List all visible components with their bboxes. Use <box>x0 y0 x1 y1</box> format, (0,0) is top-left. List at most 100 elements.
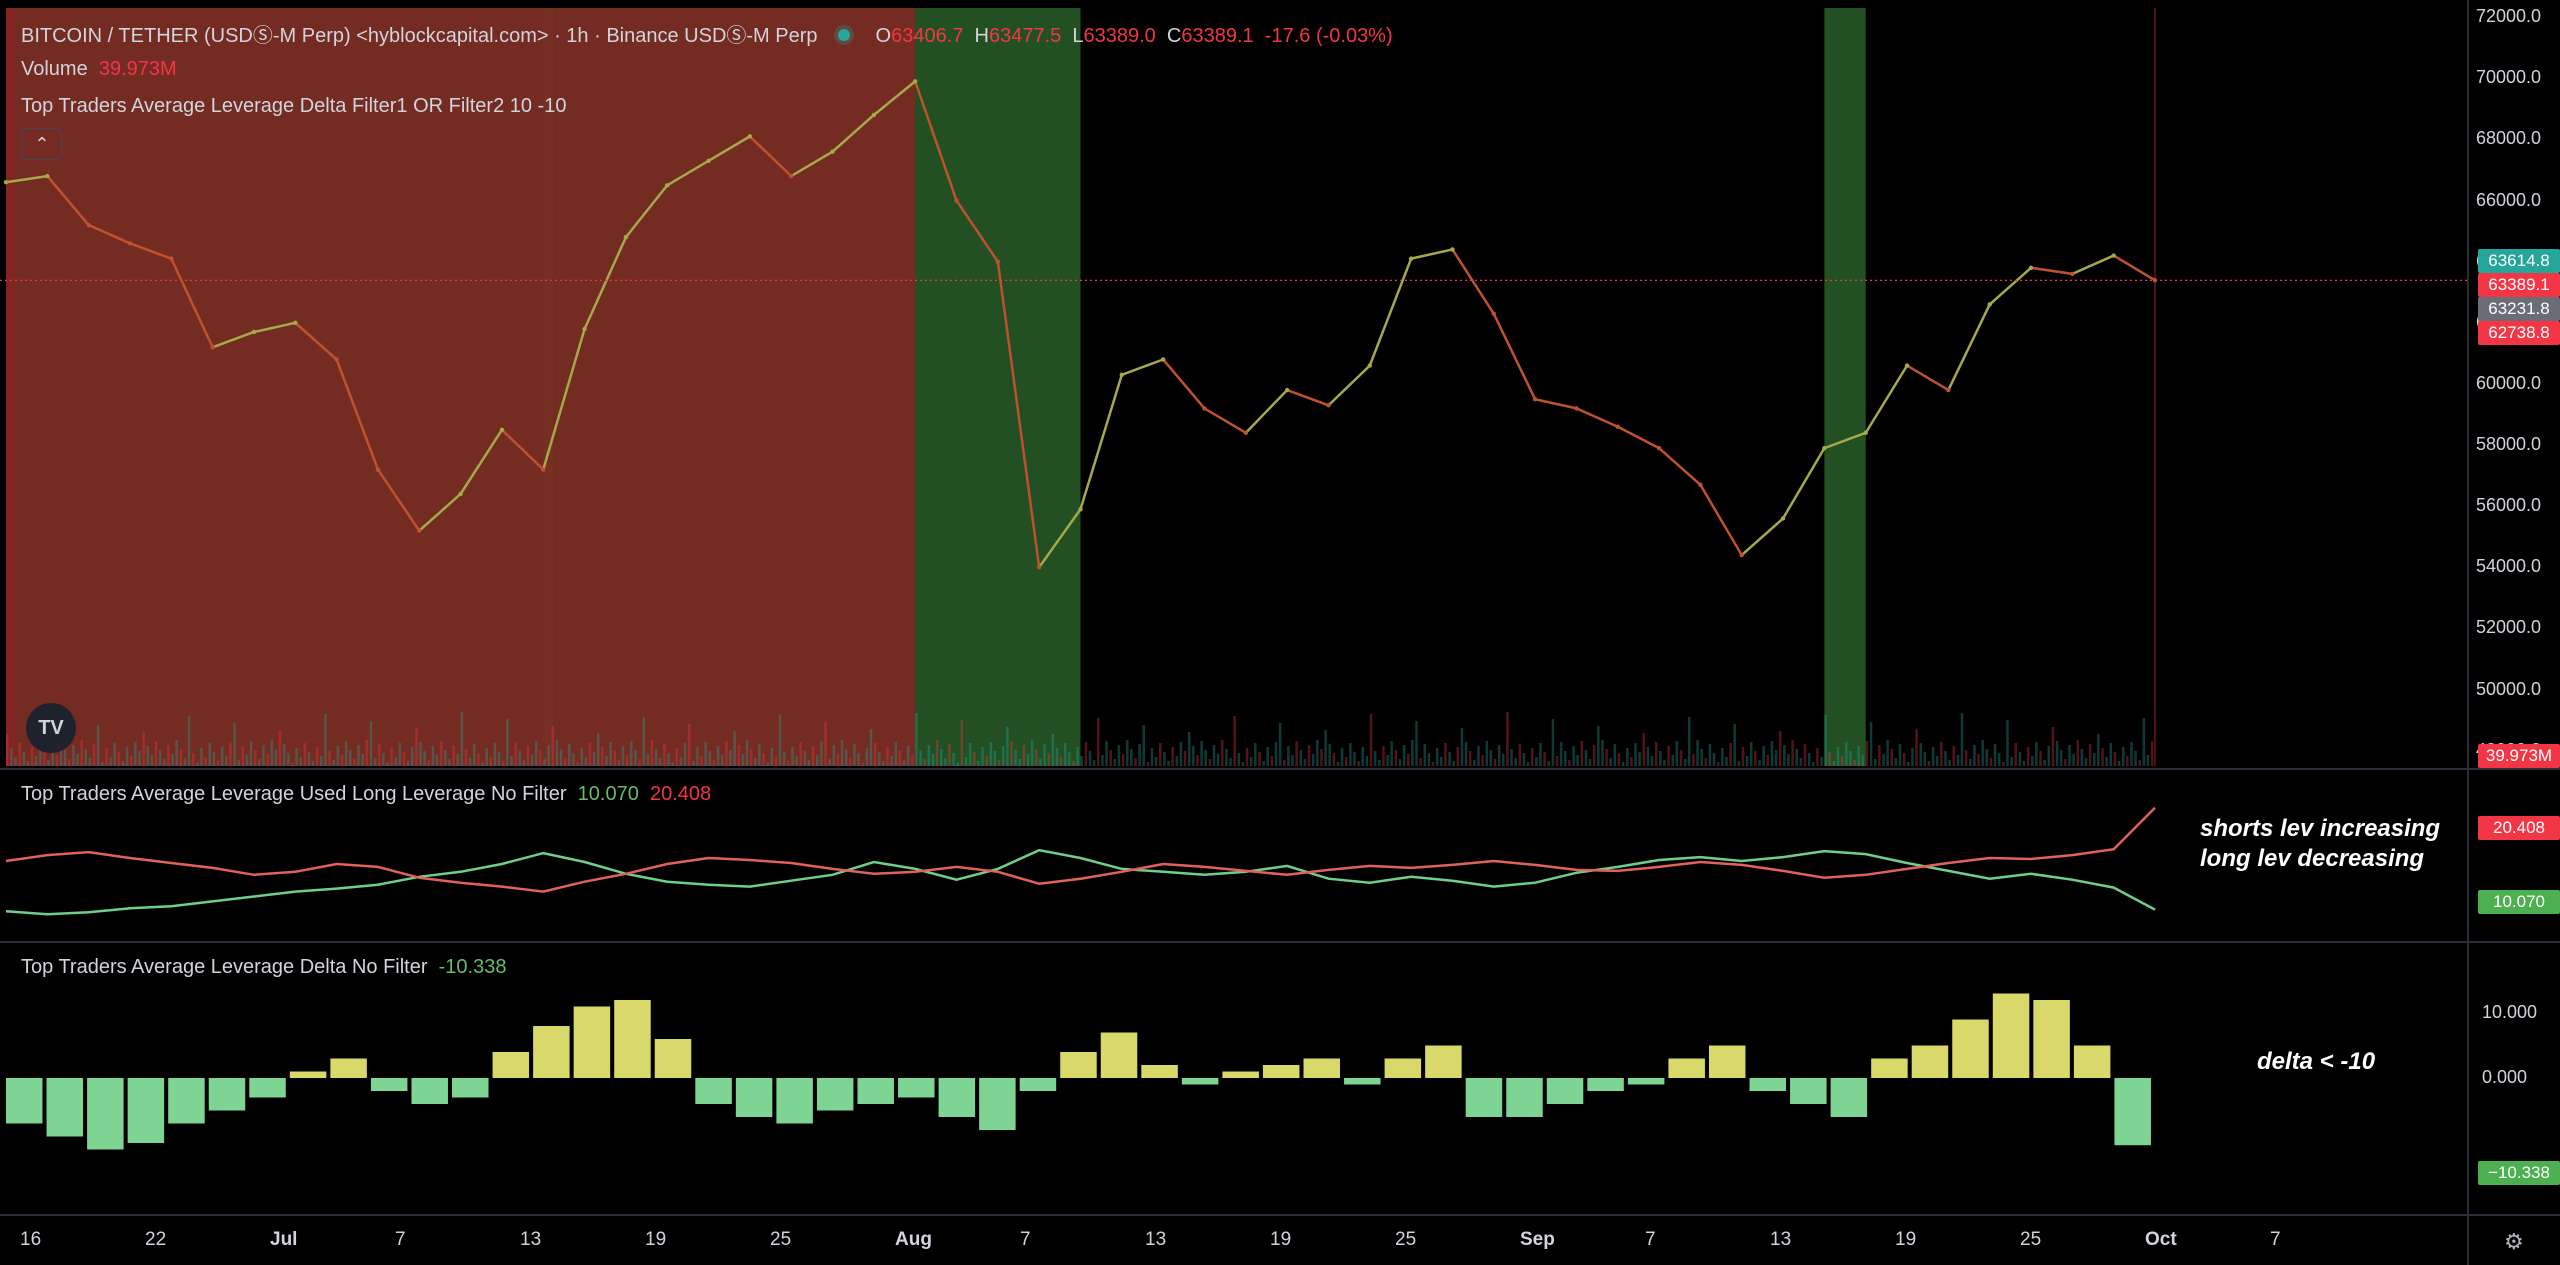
time-tick-label: 25 <box>770 1229 792 1250</box>
volume-bar <box>96 725 100 766</box>
delta-bar <box>1384 1058 1422 1078</box>
time-tick-label: 16 <box>20 1229 42 1250</box>
volume-bar <box>1758 760 1761 766</box>
price-segment <box>1906 364 1950 392</box>
volume-bar <box>72 745 75 766</box>
delta-bar <box>1871 1058 1908 1078</box>
volume-bar <box>1774 750 1778 766</box>
volume-bar <box>361 754 364 766</box>
volume-bar <box>2022 761 2026 766</box>
price-point <box>1574 406 1579 411</box>
volume-bar <box>1989 758 1993 766</box>
volume-bar <box>501 761 505 766</box>
volume-bar <box>2101 748 2104 766</box>
volume-bar <box>1035 749 1038 766</box>
volume-bar <box>472 744 476 766</box>
volume-bar <box>989 742 993 766</box>
price-point <box>1326 403 1331 408</box>
price-point <box>582 326 587 332</box>
delta-bar <box>6 1078 43 1124</box>
volume-bar <box>1861 755 1865 766</box>
leverage-legend[interactable]: Top Traders Average Leverage Used Long L… <box>21 783 711 806</box>
delta-bar <box>695 1078 732 1104</box>
price-point <box>2111 253 2116 258</box>
price-point <box>747 134 753 139</box>
delta-bar <box>452 1078 489 1098</box>
price-segment <box>707 135 751 162</box>
price-segment <box>1410 248 1453 260</box>
volume-bar <box>241 746 245 766</box>
delta-bar <box>1100 1032 1138 1078</box>
time-tick-label: 13 <box>520 1229 542 1250</box>
volume-bar <box>968 743 972 766</box>
volume-bar <box>489 757 493 766</box>
price-segment <box>1699 484 1743 556</box>
volume-bar <box>1865 741 1869 766</box>
volume-bar <box>423 751 426 766</box>
price-point <box>623 235 629 240</box>
delta-bar <box>1506 1078 1543 1117</box>
settings-gear-icon[interactable]: ⚙ <box>2504 1229 2524 1254</box>
volume-bar <box>282 744 286 766</box>
volume-bar <box>1142 725 1145 766</box>
price-point <box>1904 363 1910 368</box>
volume-bar <box>14 757 17 766</box>
price-point <box>210 345 215 350</box>
price-point <box>706 158 711 164</box>
volume-bar <box>1237 753 1241 766</box>
delta-tick-label: 10.000 <box>2482 1002 2538 1022</box>
volume-bar <box>1059 757 1063 766</box>
volume-bar <box>1113 759 1117 766</box>
volume-bar <box>1725 757 1728 766</box>
collapse-legend-button[interactable]: ⌃ <box>22 128 62 160</box>
volume-bar <box>890 756 893 766</box>
volume-bar <box>1109 750 1112 766</box>
price-point <box>127 241 133 246</box>
volume-bar <box>1105 741 1108 766</box>
volume-bar <box>1853 760 1856 766</box>
volume-bar <box>939 749 943 766</box>
price-point <box>1532 397 1538 402</box>
delta-tick-label: 0.000 <box>2482 1067 2528 1087</box>
volume-bar <box>34 756 38 766</box>
volume-bar <box>1745 756 1749 766</box>
price-tick-label: 72000.0 <box>2476 6 2542 27</box>
price-tag-low: 62738.8 <box>2478 321 2560 345</box>
price-segment <box>294 321 338 361</box>
volume-bar <box>861 762 864 766</box>
volume-bar <box>1493 759 1497 766</box>
tradingview-logo[interactable]: TV <box>26 703 76 753</box>
volume-bar <box>634 750 637 766</box>
volume-bar <box>2068 745 2071 766</box>
volume-bar <box>485 748 488 766</box>
volume-bar <box>2026 747 2030 766</box>
volume-bar <box>911 755 914 766</box>
volume-bar <box>1154 757 1158 766</box>
volume-bar <box>1766 755 1770 766</box>
volume-bar <box>1568 760 1571 766</box>
delta-legend[interactable]: Top Traders Average Leverage Delta No Fi… <box>21 956 506 979</box>
volume-bar <box>679 757 683 766</box>
volume-bar <box>658 758 662 766</box>
volume-bar <box>1588 759 1592 766</box>
volume-bar <box>1055 748 1059 766</box>
price-point <box>1243 430 1249 436</box>
volume-bar <box>1514 758 1517 766</box>
volume-bar <box>1072 761 1075 766</box>
volume-bar <box>1233 716 1236 766</box>
volume-bar <box>811 746 815 766</box>
volume-bar <box>1671 755 1674 766</box>
volume-bar <box>2055 741 2059 766</box>
volume-bar <box>258 759 261 766</box>
volume-legend[interactable]: Volume 39.973M <box>21 58 177 81</box>
volume-bar <box>245 755 249 766</box>
volume-bar <box>1241 762 1245 766</box>
volume-bar <box>1278 723 1282 766</box>
volume-bar <box>960 720 964 766</box>
delta-bar <box>938 1078 976 1117</box>
volume-bar <box>1353 752 1356 766</box>
volume-bar <box>1299 750 1303 766</box>
delta-bar <box>330 1058 367 1078</box>
filter-indicator-legend[interactable]: Top Traders Average Leverage Delta Filte… <box>21 95 566 118</box>
